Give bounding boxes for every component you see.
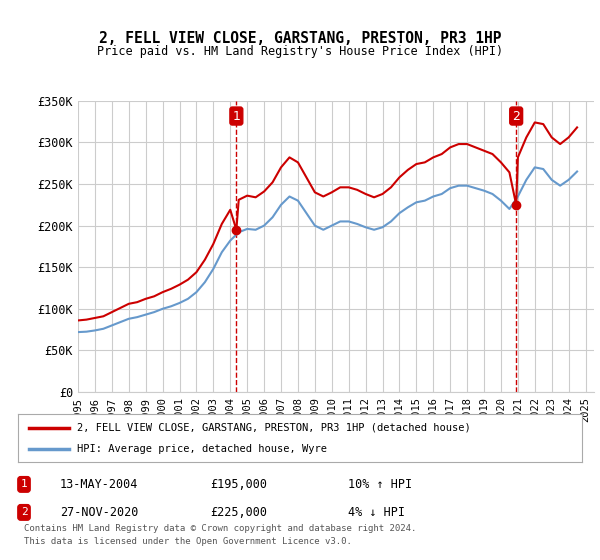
Text: 13-MAY-2004: 13-MAY-2004 — [60, 478, 139, 491]
Text: 1: 1 — [232, 110, 240, 123]
Text: 27-NOV-2020: 27-NOV-2020 — [60, 506, 139, 519]
Text: 2: 2 — [20, 507, 28, 517]
Text: 4% ↓ HPI: 4% ↓ HPI — [348, 506, 405, 519]
Text: 2, FELL VIEW CLOSE, GARSTANG, PRESTON, PR3 1HP (detached house): 2, FELL VIEW CLOSE, GARSTANG, PRESTON, P… — [77, 423, 471, 433]
Text: This data is licensed under the Open Government Licence v3.0.: This data is licensed under the Open Gov… — [24, 537, 352, 546]
Text: Price paid vs. HM Land Registry's House Price Index (HPI): Price paid vs. HM Land Registry's House … — [97, 45, 503, 58]
Text: 2: 2 — [512, 110, 520, 123]
Text: Contains HM Land Registry data © Crown copyright and database right 2024.: Contains HM Land Registry data © Crown c… — [24, 524, 416, 533]
Text: 10% ↑ HPI: 10% ↑ HPI — [348, 478, 412, 491]
Text: 2, FELL VIEW CLOSE, GARSTANG, PRESTON, PR3 1HP: 2, FELL VIEW CLOSE, GARSTANG, PRESTON, P… — [99, 31, 501, 46]
Text: 1: 1 — [20, 479, 28, 489]
Text: HPI: Average price, detached house, Wyre: HPI: Average price, detached house, Wyre — [77, 444, 327, 454]
Text: £225,000: £225,000 — [210, 506, 267, 519]
Text: £195,000: £195,000 — [210, 478, 267, 491]
